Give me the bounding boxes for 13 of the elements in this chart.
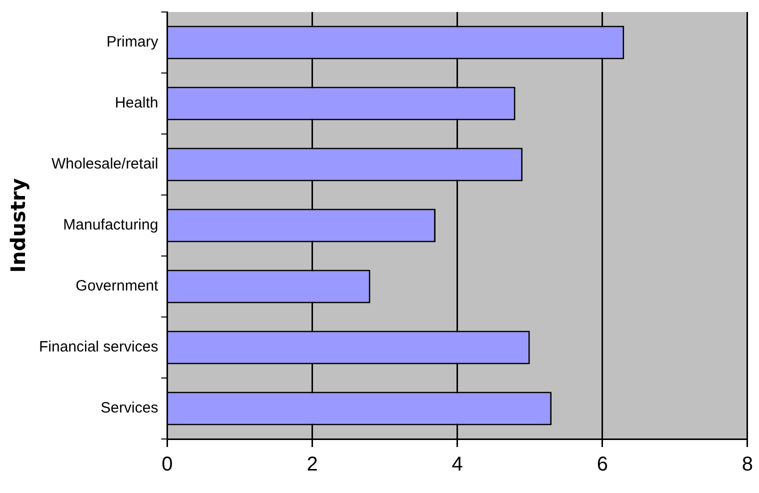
x-tick-label: 0 [162,454,173,476]
y-tick-label: Wholesale/retail [51,156,158,173]
y-tick-label: Financial services [38,338,158,356]
x-tick-label: 6 [596,454,608,476]
y-axis-title: Industry [6,178,30,273]
y-tick-label: Manufacturing [63,216,158,234]
y-tick-label: Services [100,400,158,417]
x-tick-label: 8 [742,454,753,476]
y-tick-label: Primary [106,34,159,51]
x-tick-label: 4 [452,454,463,476]
x-tick-label: 2 [306,454,318,476]
y-tick-label: Health [114,94,158,112]
y-tick-label: Government [76,278,160,295]
